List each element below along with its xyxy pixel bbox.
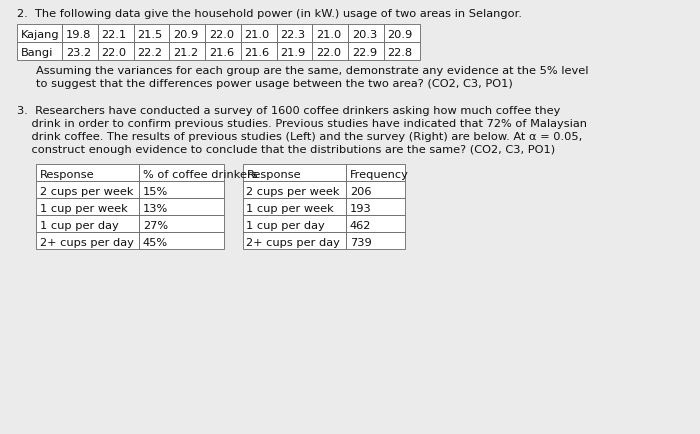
Bar — [36, 181, 139, 198]
Text: 1 cup per week: 1 cup per week — [246, 204, 334, 214]
Bar — [139, 181, 224, 198]
Bar — [36, 198, 139, 215]
Text: 15%: 15% — [143, 187, 168, 197]
Text: Frequency: Frequency — [350, 170, 409, 180]
Bar — [205, 42, 241, 60]
Text: 19.8: 19.8 — [66, 30, 91, 40]
Bar — [62, 42, 98, 60]
Bar — [346, 198, 405, 215]
Bar — [312, 42, 348, 60]
Text: 20.9: 20.9 — [173, 30, 198, 40]
Bar — [276, 42, 312, 60]
Bar — [348, 42, 384, 60]
Text: 2+ cups per day: 2+ cups per day — [39, 237, 134, 247]
Bar — [36, 215, 139, 232]
Text: 21.0: 21.0 — [316, 30, 342, 40]
Bar — [346, 232, 405, 249]
Bar — [346, 164, 405, 181]
Bar — [243, 232, 346, 249]
Bar — [384, 42, 419, 60]
Text: Bangi: Bangi — [21, 48, 53, 58]
Bar — [243, 198, 346, 215]
Text: 22.3: 22.3 — [281, 30, 305, 40]
Bar — [36, 164, 139, 181]
Text: 21.5: 21.5 — [137, 30, 162, 40]
Bar — [134, 42, 169, 60]
Text: 3.  Researchers have conducted a survey of 1600 coffee drinkers asking how much : 3. Researchers have conducted a survey o… — [17, 106, 560, 116]
Bar — [346, 215, 405, 232]
Text: 2 cups per week: 2 cups per week — [246, 187, 340, 197]
Bar — [312, 24, 348, 42]
Text: Assuming the variances for each group are the same, demonstrate any evidence at : Assuming the variances for each group ar… — [36, 66, 588, 76]
Text: 21.6: 21.6 — [244, 48, 270, 58]
Text: to suggest that the differences power usage between the two area? (CO2, C3, PO1): to suggest that the differences power us… — [36, 79, 512, 89]
Text: 20.9: 20.9 — [388, 30, 413, 40]
Text: 22.9: 22.9 — [352, 48, 377, 58]
Bar — [346, 181, 405, 198]
Text: 21.2: 21.2 — [173, 48, 198, 58]
Text: drink in order to confirm previous studies. Previous studies have indicated that: drink in order to confirm previous studi… — [17, 119, 587, 129]
Bar — [36, 232, 139, 249]
Text: % of coffee drinkers: % of coffee drinkers — [143, 170, 258, 180]
Bar — [243, 181, 346, 198]
Bar — [62, 24, 98, 42]
Bar — [276, 24, 312, 42]
Text: 22.0: 22.0 — [316, 48, 341, 58]
Bar — [384, 24, 419, 42]
Text: Response: Response — [39, 170, 94, 180]
Bar — [139, 232, 224, 249]
Text: drink coffee. The results of previous studies (Left) and the survey (Right) are : drink coffee. The results of previous st… — [17, 132, 582, 142]
Text: 23.2: 23.2 — [66, 48, 91, 58]
Text: 22.0: 22.0 — [102, 48, 127, 58]
Bar — [98, 42, 134, 60]
Bar — [17, 42, 62, 60]
Text: 13%: 13% — [143, 204, 168, 214]
Bar — [98, 24, 134, 42]
Bar — [243, 215, 346, 232]
Bar — [169, 24, 205, 42]
Bar — [134, 24, 169, 42]
Text: 1 cup per day: 1 cup per day — [39, 220, 118, 230]
Bar — [348, 24, 384, 42]
Text: 20.3: 20.3 — [352, 30, 377, 40]
Text: construct enough evidence to conclude that the distributions are the same? (CO2,: construct enough evidence to conclude th… — [17, 145, 555, 155]
Text: 22.2: 22.2 — [137, 48, 162, 58]
Bar — [17, 24, 62, 42]
Bar — [241, 42, 276, 60]
Text: Kajang: Kajang — [21, 30, 60, 40]
Text: 21.9: 21.9 — [281, 48, 306, 58]
Bar — [243, 164, 346, 181]
Bar — [241, 24, 276, 42]
Text: 21.6: 21.6 — [209, 48, 234, 58]
Text: 2.  The following data give the household power (in kW.) usage of two areas in S: 2. The following data give the household… — [17, 9, 522, 19]
Text: 22.1: 22.1 — [102, 30, 127, 40]
Text: 462: 462 — [350, 220, 371, 230]
Text: 1 cup per day: 1 cup per day — [246, 220, 326, 230]
Text: 1 cup per week: 1 cup per week — [39, 204, 127, 214]
Bar — [169, 42, 205, 60]
Text: 22.8: 22.8 — [388, 48, 413, 58]
Text: 2 cups per week: 2 cups per week — [39, 187, 133, 197]
Text: Response: Response — [246, 170, 301, 180]
Text: 45%: 45% — [143, 237, 168, 247]
Bar — [205, 24, 241, 42]
Text: 193: 193 — [350, 204, 372, 214]
Text: 27%: 27% — [143, 220, 168, 230]
Text: 22.0: 22.0 — [209, 30, 234, 40]
Text: 21.0: 21.0 — [244, 30, 270, 40]
Bar — [139, 198, 224, 215]
Bar — [139, 164, 224, 181]
Text: 739: 739 — [350, 237, 372, 247]
Text: 2+ cups per day: 2+ cups per day — [246, 237, 340, 247]
Text: 206: 206 — [350, 187, 372, 197]
Bar — [139, 215, 224, 232]
